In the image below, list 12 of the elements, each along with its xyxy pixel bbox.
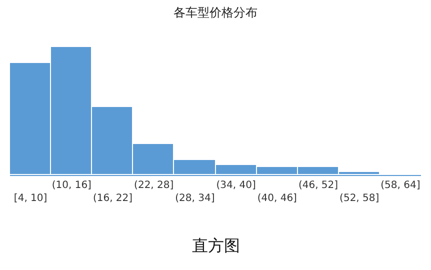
x-tick-label: (34, 40]: [216, 180, 256, 191]
x-tick-label: (28, 34]: [175, 193, 215, 204]
x-tick-label: (40, 46]: [257, 193, 298, 204]
x-tick-label: (16, 22]: [92, 193, 133, 204]
x-tick-label: [4, 10]: [14, 193, 48, 204]
text: 直方图: [192, 236, 240, 255]
chart-title: 各车型价格分布: [174, 6, 258, 20]
x-tick-label: (46, 52]: [298, 180, 338, 191]
x-tick-label: (58, 64]: [380, 180, 420, 191]
x-tick-label: (22, 28]: [134, 180, 174, 191]
x-tick-label: (52, 58]: [340, 193, 380, 204]
x-tick-label: (10, 16]: [52, 180, 92, 191]
